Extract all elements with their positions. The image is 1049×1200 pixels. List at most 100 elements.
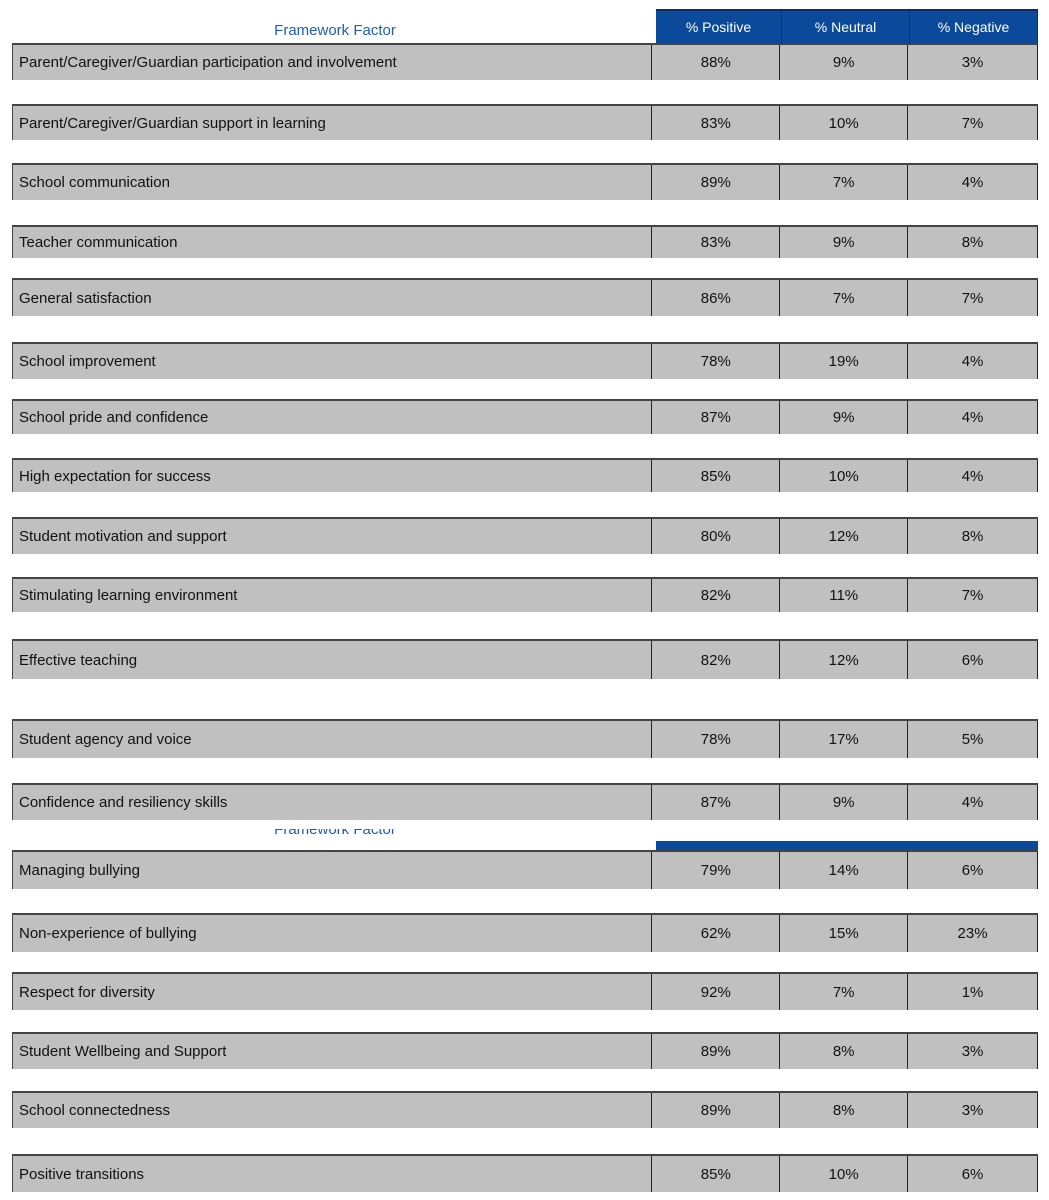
negative-cell: 8% [908,227,1038,258]
neutral-cell: 9% [780,401,909,434]
table-row: Student motivation and support 80% 12% 8… [12,517,1038,554]
negative-cell: 4% [908,460,1038,492]
negative-cell: 3% [908,1034,1038,1069]
framework-factor-cell: School connectedness [13,1093,653,1128]
positive-cell: 83% [652,106,781,140]
positive-cell: 92% [652,974,781,1010]
table-row: Teacher communication 83% 9% 8% [12,225,1038,258]
table-row: School improvement 78% 19% 4% [12,342,1038,379]
negative-cell: 7% [908,579,1038,612]
negative-cell: 7% [908,280,1038,316]
positive-cell: 62% [652,915,781,952]
negative-cell: 8% [908,519,1038,554]
positive-cell: 88% [652,45,781,80]
framework-factor-cell: Non-experience of bullying [13,915,653,952]
neutral-cell: 11% [780,579,909,612]
neutral-cell: 19% [780,344,909,379]
framework-factor-cell: Student motivation and support [13,519,653,554]
positive-cell: 87% [652,785,781,820]
table-row: Parent/Caregiver/Guardian support in lea… [12,104,1038,140]
table-row: Non-experience of bullying 62% 15% 23% [12,913,1038,952]
framework-factor-cell: Respect for diversity [13,974,653,1010]
table-row: School pride and confidence 87% 9% 4% [12,399,1038,434]
neutral-cell: 9% [780,785,909,820]
framework-factor-cell: Effective teaching [13,641,653,679]
neutral-cell: 8% [780,1034,909,1069]
table-row: Managing bullying 79% 14% 6% [12,850,1038,889]
framework-factor-cell: Student Wellbeing and Support [13,1034,653,1069]
framework-factor-cell: High expectation for success [13,460,653,492]
neutral-cell: 7% [780,280,909,316]
positive-cell: 78% [652,721,781,758]
neutral-cell: 7% [780,974,909,1010]
positive-cell: 89% [652,1093,781,1128]
positive-cell: 89% [652,165,781,200]
positive-cell: 78% [652,344,781,379]
positive-cell: 79% [652,852,781,889]
positive-cell: 80% [652,519,781,554]
framework-factor-cell: Positive transitions [13,1156,653,1192]
positive-cell: 87% [652,401,781,434]
neutral-cell: 10% [780,460,909,492]
positive-cell: 83% [652,227,781,258]
framework-factor-cell: Parent/Caregiver/Guardian participation … [13,45,653,80]
negative-cell: 4% [908,401,1038,434]
framework-factor-cell: Confidence and resiliency skills [13,785,653,820]
neutral-cell: 12% [780,519,909,554]
table-row: School communication 89% 7% 4% [12,163,1038,200]
table-row: Student agency and voice 78% 17% 5% [12,719,1038,758]
negative-cell: 4% [908,344,1038,379]
neutral-cell: 10% [780,1156,909,1192]
table-row: Confidence and resiliency skills 87% 9% … [12,783,1038,820]
neutral-cell: 8% [780,1093,909,1128]
header-neutral: % Neutral [782,9,910,43]
negative-cell: 1% [908,974,1038,1010]
neutral-cell: 7% [780,165,909,200]
neutral-cell: 17% [780,721,909,758]
table-row: Student Wellbeing and Support 89% 8% 3% [12,1032,1038,1069]
table-row: Stimulating learning environment 82% 11%… [12,577,1038,612]
table-row: Effective teaching 82% 12% 6% [12,639,1038,679]
negative-cell: 3% [908,45,1038,80]
negative-cell: 4% [908,785,1038,820]
negative-cell: 5% [908,721,1038,758]
neutral-cell: 12% [780,641,909,679]
framework-factor-cell: Teacher communication [13,227,653,258]
negative-cell: 6% [908,852,1038,889]
negative-cell: 7% [908,106,1038,140]
neutral-cell: 9% [780,45,909,80]
neutral-cell: 15% [780,915,909,952]
positive-cell: 82% [652,641,781,679]
negative-cell: 6% [908,1156,1038,1192]
neutral-cell: 10% [780,106,909,140]
table-row: Parent/Caregiver/Guardian participation … [12,43,1038,80]
table-row: General satisfaction 86% 7% 7% [12,278,1038,316]
framework-factor-cell: General satisfaction [13,280,653,316]
framework-factor-cell: Student agency and voice [13,721,653,758]
negative-cell: 3% [908,1093,1038,1128]
framework-factor-cell: School improvement [13,344,653,379]
positive-cell: 85% [652,1156,781,1192]
positive-cell: 86% [652,280,781,316]
table-row: School connectedness 89% 8% 3% [12,1091,1038,1128]
framework-factor-cell: Managing bullying [13,852,653,889]
framework-factor-cell: School communication [13,165,653,200]
neutral-cell: 14% [780,852,909,889]
positive-cell: 82% [652,579,781,612]
framework-factor-cell: Parent/Caregiver/Guardian support in lea… [13,106,653,140]
framework-factor-cell: Stimulating learning environment [13,579,653,612]
header-positive: % Positive [656,9,782,43]
positive-cell: 89% [652,1034,781,1069]
neutral-cell: 9% [780,227,909,258]
framework-factor-cell: School pride and confidence [13,401,653,434]
header-framework-factor: Framework Factor [274,22,396,39]
cropped-header-framework-factor: Framework Factor [274,829,396,838]
positive-cell: 85% [652,460,781,492]
negative-cell: 23% [908,915,1038,952]
header-negative: % Negative [910,9,1038,43]
table-row: Respect for diversity 92% 7% 1% [12,972,1038,1010]
negative-cell: 4% [908,165,1038,200]
negative-cell: 6% [908,641,1038,679]
table-row: High expectation for success 85% 10% 4% [12,458,1038,492]
table-row: Positive transitions 85% 10% 6% [12,1154,1038,1192]
